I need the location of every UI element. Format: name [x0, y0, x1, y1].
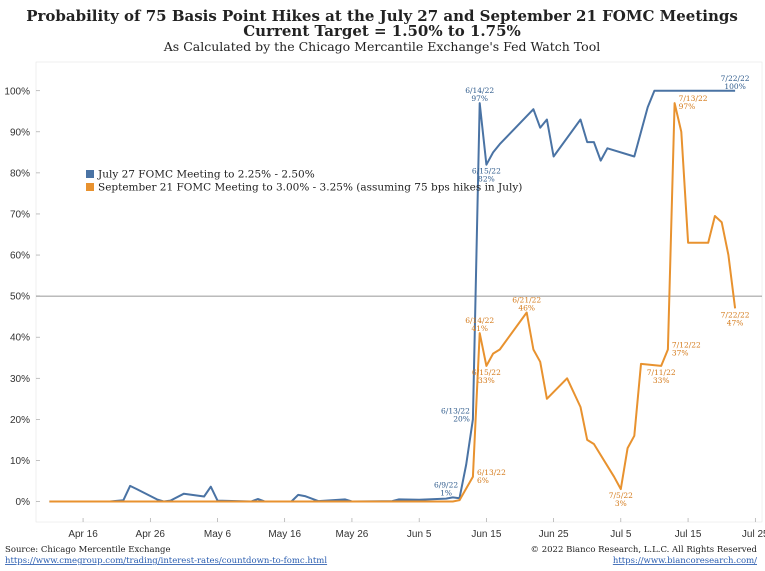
annotation-date: 6/15/22 [472, 368, 501, 377]
chart-subtitle-target: Current Target = 1.50% to 1.75% [243, 22, 521, 40]
annotation-value: 97% [471, 94, 488, 103]
footer-source: Source: Chicago Mercentile Exchange [5, 545, 171, 555]
legend-swatch-july [86, 170, 94, 178]
x-tick-label: Jun 5 [407, 529, 432, 540]
annotation-value: 46% [518, 304, 535, 313]
x-tick-label: Apr 26 [136, 529, 166, 540]
legend-label-july: July 27 FOMC Meeting to 2.25% - 2.50% [97, 169, 315, 181]
x-tick-label: May 6 [204, 529, 232, 540]
annotation-value: 20% [453, 414, 470, 423]
x-tick-label: Jul 15 [675, 529, 702, 540]
annotation-date: 6/14/22 [465, 316, 494, 325]
x-tick-label: May 16 [268, 529, 301, 540]
annotation-date: 6/13/22 [441, 406, 470, 415]
legend: July 27 FOMC Meeting to 2.25% - 2.50% Se… [86, 169, 522, 194]
annotation-value: 3% [615, 499, 627, 508]
plot-area [35, 61, 763, 523]
x-tick-label: Jul 5 [610, 529, 632, 540]
annotation-value: 82% [478, 175, 495, 184]
y-tick-label: 100% [4, 86, 30, 97]
annotation-value: 41% [471, 324, 488, 333]
annotation-value: 33% [653, 376, 670, 385]
chart-title: Probability of 75 Basis Point Hikes at t… [26, 7, 738, 25]
y-tick-label: 50% [10, 292, 30, 303]
annotation-date: 7/11/22 [647, 368, 676, 377]
y-tick-label: 90% [10, 127, 30, 138]
series-layer [49, 89, 737, 503]
annotation-date: 7/5/22 [609, 491, 633, 500]
y-tick-label: 60% [10, 251, 30, 262]
x-tick-label: Jun 15 [471, 529, 501, 540]
annotation-date: 6/9/22 [434, 480, 458, 489]
annotation-value: 37% [672, 349, 689, 358]
y-tick-label: 40% [10, 333, 30, 344]
annotation-date: 7/22/22 [721, 310, 750, 319]
footer-copyright: © 2022 Bianco Research, L.L.C. All Right… [531, 545, 758, 555]
y-axis: 0% 10% 20% 30% 40% 50% 60% 70% 80% 90% 100% [4, 86, 40, 508]
x-axis: Apr 16 Apr 26 May 6 May 16 May 26 Jun 5 Jun 15… [68, 518, 765, 540]
annotation-value: 47% [727, 318, 744, 327]
annotation-value: 100% [724, 82, 745, 91]
annotation-date: 6/13/22 [477, 468, 506, 477]
x-tick-label: May 26 [336, 529, 369, 540]
chart-subtitle-source: As Calculated by the Chicago Mercantile … [163, 39, 600, 54]
annotation-date: 6/21/22 [512, 296, 541, 305]
y-tick-label: 0% [16, 497, 31, 508]
y-tick-label: 70% [10, 209, 30, 220]
x-tick-label: Jun 25 [539, 529, 569, 540]
annotation-value: 1% [440, 488, 452, 497]
series-line-1 [49, 102, 737, 503]
annotation-date: 6/15/22 [472, 167, 501, 176]
footer-source-link[interactable]: https://www.cmegroup.com/trading/interes… [5, 556, 327, 566]
y-tick-label: 10% [10, 456, 30, 467]
annotation-date: 7/12/22 [672, 341, 701, 350]
footer-site-link[interactable]: https://www.biancoresearch.com/ [613, 556, 757, 566]
y-tick-label: 80% [10, 168, 30, 179]
annotation-date: 6/14/22 [465, 86, 494, 95]
x-tick-label: Jul 25 [742, 529, 765, 540]
x-tick-label: Apr 16 [68, 529, 98, 540]
legend-label-september: September 21 FOMC Meeting to 3.00% - 3.2… [98, 182, 522, 194]
annotation-date: 7/22/22 [721, 74, 750, 83]
annotation-value: 97% [679, 102, 696, 111]
y-tick-label: 20% [10, 415, 30, 426]
annotation-value: 33% [478, 376, 495, 385]
series-line-0 [49, 89, 736, 503]
annotation-value: 6% [477, 476, 489, 485]
annotation-layer: 6/9/221%6/13/2220%6/14/2297%6/15/2282%7/… [434, 74, 750, 508]
legend-swatch-september [86, 183, 94, 191]
y-tick-label: 30% [10, 374, 30, 385]
annotation-date: 7/13/22 [679, 94, 708, 103]
